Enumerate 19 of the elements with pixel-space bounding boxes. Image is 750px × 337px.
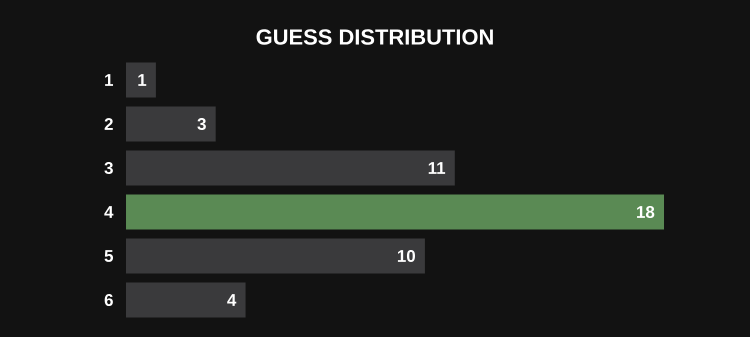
data-label: 4 (227, 294, 236, 306)
y-tick-label: 3 (104, 162, 113, 174)
data-label: 18 (637, 206, 654, 218)
y-tick-label: 5 (104, 250, 114, 262)
bar (126, 150, 455, 186)
data-label: 1 (138, 74, 146, 86)
bar (126, 194, 664, 230)
data-label: 3 (197, 118, 206, 130)
data-label: 11 (428, 162, 446, 174)
chart-title: GUESS DISTRIBUTION (256, 29, 493, 45)
y-tick-label: 4 (104, 206, 114, 218)
bar (126, 238, 425, 274)
bar (126, 62, 156, 98)
y-tick-label: 6 (104, 294, 113, 306)
data-label: 10 (398, 250, 415, 262)
bar (126, 106, 216, 142)
bar (126, 282, 246, 318)
y-tick-label: 1 (105, 74, 114, 86)
y-tick-label: 2 (104, 118, 113, 130)
